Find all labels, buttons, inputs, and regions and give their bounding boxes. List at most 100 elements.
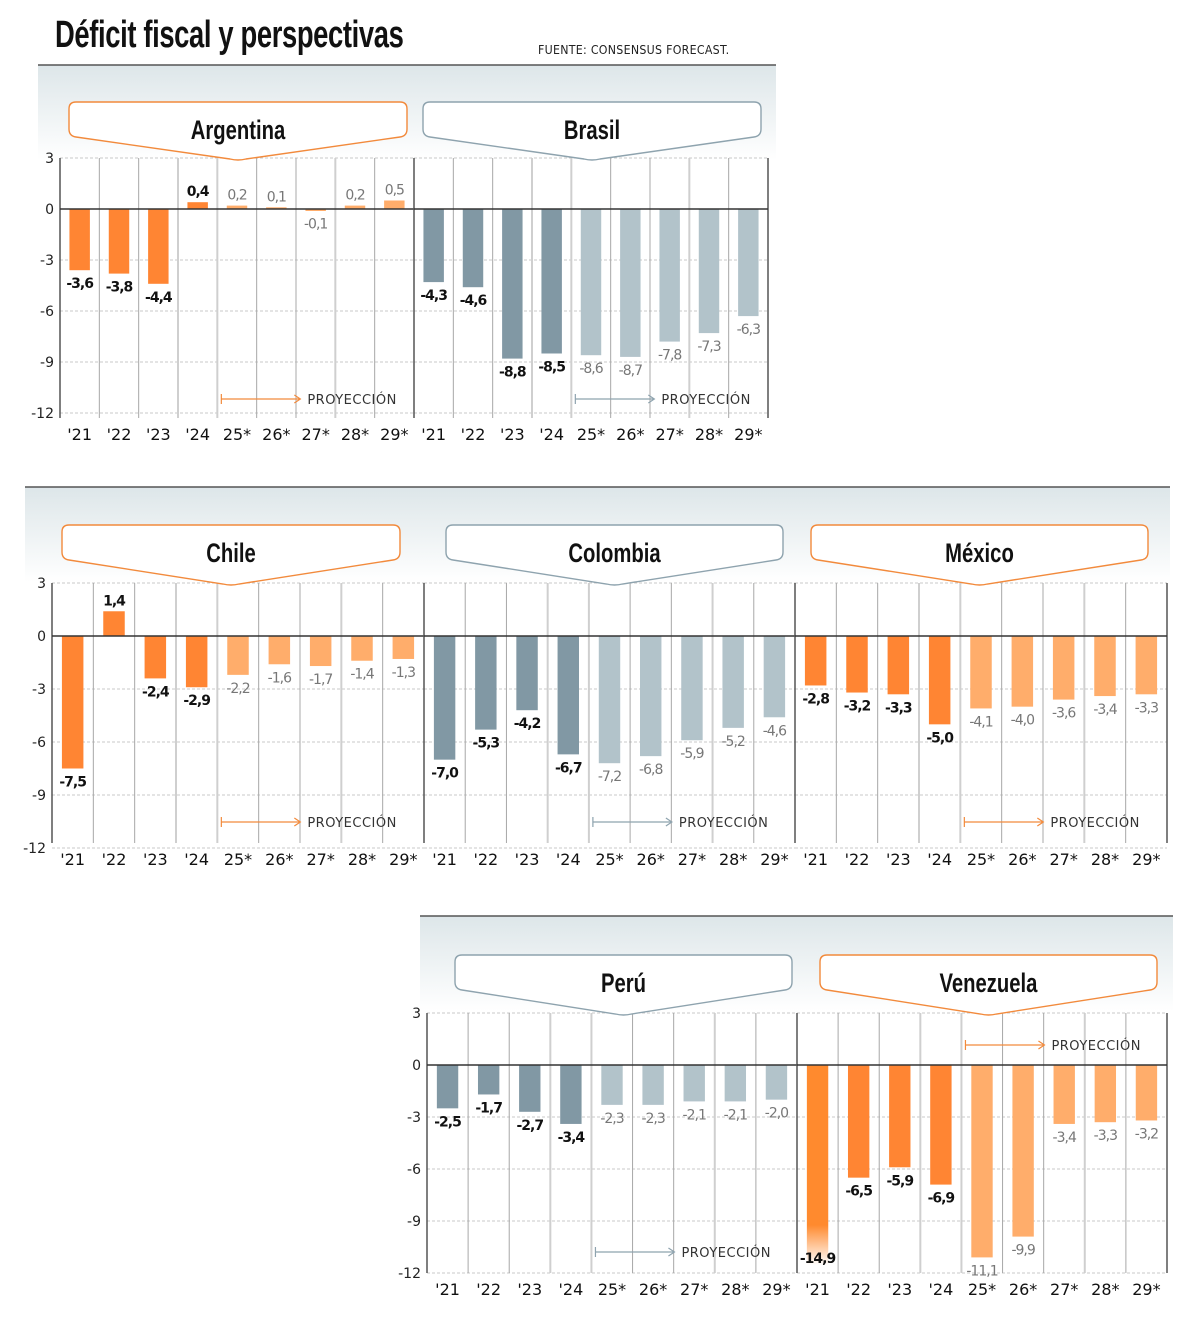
bar [681, 636, 703, 741]
data-label: -5,3 [473, 736, 500, 752]
data-label: -6,5 [845, 1184, 872, 1200]
data-label: -1,3 [392, 665, 415, 681]
data-label: -8,8 [499, 365, 526, 381]
x-tick-label: '24 [539, 425, 564, 444]
bar [541, 209, 562, 354]
data-label: 1,4 [103, 593, 126, 609]
projection-arrow-head [648, 394, 656, 404]
panel-peru: 3 0 -3 -6 -9 -12 -2,5 '21 -1,7 '22 -2,7 '23 -3,4 '24 -… [398, 954, 797, 1299]
x-tick-label: 28* [721, 1280, 749, 1299]
bar [763, 636, 786, 718]
bar [187, 202, 208, 209]
y-tick-label: -9 [40, 355, 54, 371]
x-tick-label: '22 [461, 425, 486, 444]
x-tick-label: 25* [968, 1280, 996, 1299]
x-tick-label: 27* [680, 1280, 708, 1299]
bar [1135, 1065, 1158, 1121]
bar [1052, 636, 1075, 700]
x-tick-label: 29* [380, 425, 408, 444]
data-label: -3,4 [1053, 1130, 1077, 1146]
x-tick-label: '24 [185, 425, 210, 444]
bar [1094, 1065, 1117, 1123]
country-banner [454, 954, 793, 1016]
data-label: -2,0 [765, 1106, 788, 1122]
data-label: -8,5 [538, 360, 565, 376]
x-tick-label: 29* [760, 850, 788, 869]
x-tick-label: 28* [1091, 1280, 1119, 1299]
data-label: -3,6 [1052, 706, 1076, 722]
projection-label: PROYECCIÓN [307, 392, 397, 408]
bar [889, 1065, 911, 1168]
projection-arrow-head [665, 817, 673, 827]
bar [683, 1065, 705, 1102]
y-tick-label: 3 [412, 1006, 421, 1022]
projection-arrow-head [294, 394, 302, 404]
x-tick-label: '23 [887, 1280, 912, 1299]
bar [847, 1065, 870, 1178]
bar [659, 209, 680, 342]
x-tick-label: '21 [60, 850, 85, 869]
x-tick-label: 26* [1008, 850, 1036, 869]
country-title: Perú [601, 968, 646, 999]
x-tick-label: '22 [473, 850, 498, 869]
bar [392, 636, 415, 659]
data-label: -2,4 [142, 684, 170, 700]
x-tick-label: '21 [421, 425, 446, 444]
x-tick-label: '21 [432, 850, 457, 869]
panel-argentina: 3 0 -3 -6 -9 -12 -3,6 '21 -3,8 '22 -4,4 '23 0,4 '24 0,… [31, 101, 414, 444]
bar [560, 1065, 582, 1124]
x-tick-label: 26* [1009, 1280, 1037, 1299]
panel-mexico: -2,8 '21 -3,2 '22 -3,3 '23 -5,0 '24 -4,1 25* -4,0 2… [794, 524, 1168, 869]
bar [806, 1065, 829, 1265]
bar [1135, 636, 1158, 695]
data-label: -3,4 [1093, 702, 1117, 718]
data-label: -2,8 [802, 691, 829, 707]
data-label: -4,6 [763, 723, 787, 739]
data-label: -5,9 [680, 746, 703, 762]
panel-colombia: -7,0 '21 -5,3 '22 -4,2 '23 -6,7 '24 -7,2 25* -6,8 2… [423, 524, 795, 869]
x-tick-label: '24 [559, 1280, 584, 1299]
data-label: -0,1 [304, 217, 327, 233]
chart-title: Déficit fiscal y perspectivas [55, 14, 404, 56]
x-tick-label: 25* [224, 850, 252, 869]
bar [557, 636, 579, 755]
x-tick-label: '23 [886, 850, 911, 869]
data-label: -6,9 [928, 1191, 955, 1207]
projection-label: PROYECCIÓN [681, 1245, 771, 1261]
x-tick-label: 25* [598, 1280, 626, 1299]
bar [580, 209, 602, 356]
x-tick-label: '24 [556, 850, 581, 869]
bar [804, 636, 827, 686]
bar [519, 1065, 541, 1112]
y-tick-label: -6 [407, 1162, 421, 1178]
x-tick-label: 26* [639, 1280, 667, 1299]
data-label: -7,0 [431, 766, 459, 782]
x-tick-label: 27* [1050, 1280, 1078, 1299]
x-tick-label: '22 [845, 850, 870, 869]
bar [928, 636, 951, 725]
x-tick-label: '21 [67, 425, 92, 444]
data-label: -6,3 [737, 322, 760, 338]
x-tick-label: 29* [734, 425, 762, 444]
data-label: -7,8 [658, 348, 681, 364]
data-label: 0,1 [267, 189, 286, 205]
x-tick-label: 29* [389, 850, 417, 869]
data-label: -1,7 [309, 672, 332, 688]
bar [502, 209, 523, 359]
y-tick-label: 3 [45, 151, 54, 167]
data-label: -2,3 [600, 1111, 623, 1127]
bar [61, 636, 84, 769]
data-label: 0,2 [227, 188, 246, 204]
x-tick-label: 26* [637, 850, 665, 869]
data-label: -7,3 [697, 339, 720, 355]
y-tick-label: 0 [37, 629, 46, 645]
x-tick-label: 29* [762, 1280, 790, 1299]
projection-label: PROYECCIÓN [1051, 1038, 1141, 1054]
y-tick-label: -6 [40, 304, 54, 320]
country-banner [68, 101, 408, 161]
data-label: -2,1 [683, 1107, 706, 1123]
x-tick-label: '24 [184, 850, 209, 869]
data-label: -4,2 [514, 716, 541, 732]
bar [1011, 636, 1034, 707]
